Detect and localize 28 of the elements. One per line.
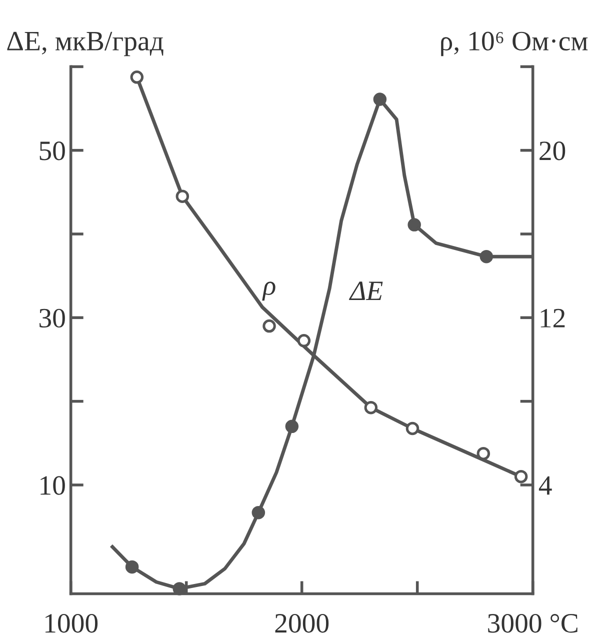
y2-tick-label: 20 <box>540 142 566 160</box>
x-tick-label: 3000 °C <box>488 614 578 633</box>
point <box>476 446 490 460</box>
point <box>408 218 421 232</box>
point <box>176 190 190 203</box>
y2-axis-title: ρ, 10⁶ Ом·см <box>441 32 588 56</box>
x-tick-label: 1000 <box>46 614 98 633</box>
y2-tick-label: 4 <box>538 476 552 495</box>
annotation: ρ <box>262 282 276 301</box>
point <box>373 92 387 106</box>
y-tick-label: 10 <box>40 476 65 495</box>
x-tick-label: 2000 <box>275 614 329 633</box>
point <box>406 422 420 436</box>
point <box>285 420 299 434</box>
point <box>480 250 494 264</box>
y2-tick-label: 12 <box>540 308 565 328</box>
point <box>252 506 266 520</box>
y-axis-title: ΔE, мкВ/град <box>7 32 164 56</box>
point <box>172 582 186 596</box>
point <box>130 70 144 84</box>
point <box>297 334 311 348</box>
y-tick-label: 50 <box>40 142 65 160</box>
y-tick-label: 30 <box>40 308 65 328</box>
point <box>364 400 378 414</box>
annotation: ΔE <box>348 282 383 300</box>
point <box>262 319 276 333</box>
point <box>125 560 139 574</box>
point <box>514 470 528 484</box>
